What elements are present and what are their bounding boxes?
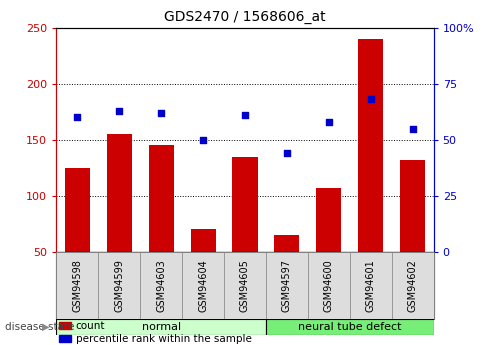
Point xyxy=(283,150,291,156)
Text: normal: normal xyxy=(142,322,181,332)
Bar xyxy=(232,157,258,252)
Bar xyxy=(148,145,174,252)
Bar xyxy=(266,319,434,335)
Bar xyxy=(350,252,392,319)
Point xyxy=(241,112,249,118)
Bar xyxy=(56,319,266,335)
Text: GSM94602: GSM94602 xyxy=(408,259,417,312)
Text: GSM94601: GSM94601 xyxy=(366,259,376,312)
Text: GSM94599: GSM94599 xyxy=(114,259,124,312)
Text: ▶: ▶ xyxy=(42,322,49,332)
Bar xyxy=(224,252,266,319)
Bar xyxy=(59,322,71,329)
Bar xyxy=(140,252,182,319)
Point xyxy=(115,108,123,113)
Text: GSM94605: GSM94605 xyxy=(240,259,250,312)
Text: disease state: disease state xyxy=(5,322,74,332)
Bar xyxy=(274,235,299,252)
Text: GSM94600: GSM94600 xyxy=(324,259,334,312)
Point xyxy=(74,115,81,120)
Bar xyxy=(182,252,224,319)
Bar xyxy=(107,134,132,252)
Point xyxy=(409,126,416,131)
Bar xyxy=(316,188,342,252)
Point xyxy=(199,137,207,142)
Bar xyxy=(65,168,90,252)
Bar xyxy=(59,335,71,342)
Bar xyxy=(191,229,216,252)
Point xyxy=(367,97,375,102)
Text: GSM94597: GSM94597 xyxy=(282,259,292,312)
Bar xyxy=(98,252,140,319)
Text: GSM94604: GSM94604 xyxy=(198,259,208,312)
Point xyxy=(157,110,165,116)
Title: GDS2470 / 1568606_at: GDS2470 / 1568606_at xyxy=(164,10,326,24)
Text: neural tube defect: neural tube defect xyxy=(298,322,402,332)
Bar xyxy=(308,252,350,319)
Bar xyxy=(266,252,308,319)
Text: percentile rank within the sample: percentile rank within the sample xyxy=(75,334,251,344)
Point xyxy=(325,119,333,125)
Bar xyxy=(358,39,383,252)
Text: GSM94598: GSM94598 xyxy=(73,259,82,312)
Text: GSM94603: GSM94603 xyxy=(156,259,166,312)
Bar xyxy=(392,252,434,319)
Bar xyxy=(56,252,98,319)
Bar xyxy=(400,160,425,252)
Text: count: count xyxy=(75,321,105,331)
